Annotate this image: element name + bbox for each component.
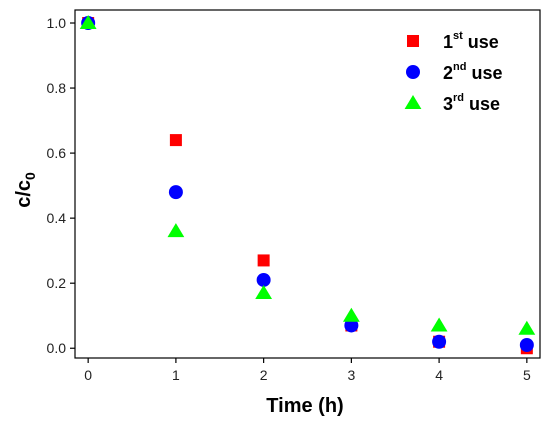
legend: 1st use 2nd use 3rd use (404, 30, 503, 114)
x-tick-label: 2 (260, 367, 268, 383)
data-point (255, 284, 273, 299)
data-point (518, 320, 536, 335)
data-point (169, 134, 182, 147)
legend-marker (406, 65, 420, 79)
x-tick-label: 0 (84, 367, 92, 383)
data-point (256, 272, 271, 287)
legend-item: 2nd use (406, 61, 503, 83)
data-point (342, 307, 360, 322)
y-tick-label: 0.8 (47, 80, 67, 96)
legend-label: 1st use (443, 30, 499, 52)
data-point (167, 223, 185, 238)
data-point (432, 334, 447, 349)
series-3 (79, 15, 536, 335)
legend-label: 3rd use (443, 92, 500, 114)
data-point (79, 15, 97, 30)
x-axis-title: Time (h) (266, 395, 343, 417)
legend-marker (404, 95, 422, 109)
x-tick-label: 1 (172, 367, 180, 383)
y-tick-label: 1.0 (47, 15, 67, 31)
axes: 0 1 2 3 4 5 0.0 0.2 0.4 0.6 0.8 1.0 (47, 15, 531, 383)
y-axis-title: c/c0 (13, 172, 38, 208)
x-tick-label: 5 (523, 367, 531, 383)
y-tick-label: 0.4 (47, 210, 67, 226)
data-point (430, 317, 448, 332)
legend-item: 3rd use (404, 92, 500, 114)
legend-item: 1st use (407, 30, 499, 52)
y-tick-label: 0.2 (47, 275, 67, 291)
data-points (79, 15, 536, 355)
data-point (168, 185, 183, 200)
data-point (344, 318, 359, 333)
legend-label: 2nd use (443, 61, 503, 83)
plot-area (74, 9, 541, 359)
y-axis-title-subscript: 0 (22, 172, 38, 180)
x-tick-label: 4 (435, 367, 443, 383)
y-tick-label: 0.6 (47, 145, 67, 161)
data-point (519, 337, 534, 352)
y-tick-label: 0.0 (47, 340, 67, 356)
legend-marker (407, 35, 419, 47)
y-axis-title-main: c/c (13, 180, 35, 208)
x-tick-label: 3 (347, 367, 355, 383)
data-point (257, 254, 270, 267)
plot-frame (74, 9, 541, 359)
